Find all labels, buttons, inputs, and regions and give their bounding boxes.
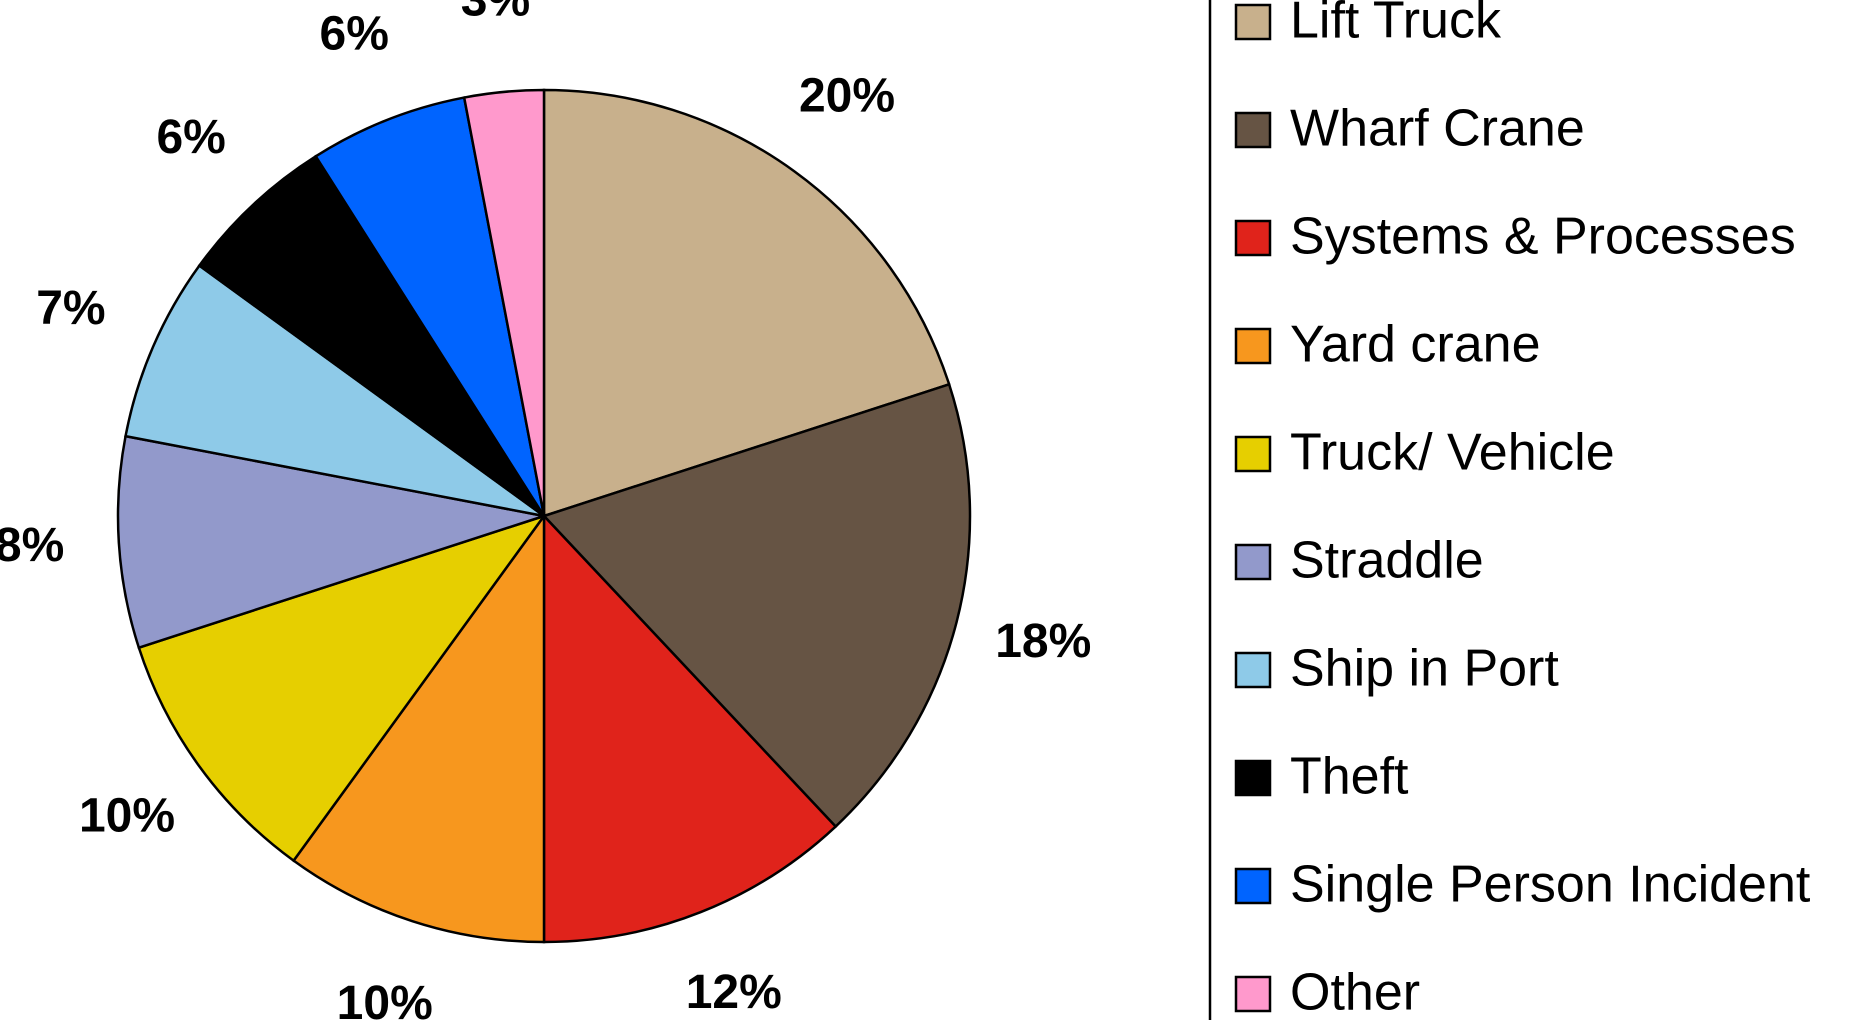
value-label: 12% xyxy=(686,966,782,1019)
pie-slice xyxy=(137,513,548,863)
pie-slice xyxy=(314,96,546,517)
value-label: 7% xyxy=(36,282,105,335)
legend-label: Lift Truck xyxy=(1290,0,1502,50)
legend-label: Ship in Port xyxy=(1290,640,1559,698)
pie-slice xyxy=(462,88,546,517)
legend-label: Other xyxy=(1290,964,1420,1020)
legend-swatch xyxy=(1234,867,1272,905)
value-label: 3% xyxy=(461,0,530,27)
legend-label: Wharf Crane xyxy=(1290,100,1585,158)
legend-label: Straddle xyxy=(1290,532,1484,590)
value-label: 8% xyxy=(0,519,64,572)
value-label: 10% xyxy=(337,977,433,1020)
legend-swatch xyxy=(1234,759,1272,797)
legend-swatch xyxy=(1234,219,1272,257)
pie-slice xyxy=(542,512,838,944)
pie-slice xyxy=(541,382,972,829)
pie-slice xyxy=(124,263,545,518)
legend-label: Theft xyxy=(1290,748,1409,806)
pie-slice xyxy=(116,434,545,650)
legend-swatch xyxy=(1234,975,1272,1013)
legend-swatch xyxy=(1234,3,1272,41)
legend-swatch xyxy=(1234,651,1272,689)
legend-swatch xyxy=(1234,543,1272,581)
legend-label: Single Person Incident xyxy=(1290,856,1811,914)
legend-label: Systems & Processes xyxy=(1290,208,1796,266)
pie-slice xyxy=(542,88,951,518)
value-label: 18% xyxy=(995,615,1091,668)
value-label: 20% xyxy=(799,70,895,123)
legend-label: Yard crane xyxy=(1290,316,1541,374)
value-label: 6% xyxy=(156,111,225,164)
legend-swatch xyxy=(1234,327,1272,365)
legend-swatch xyxy=(1234,111,1272,149)
pie-slice xyxy=(197,154,546,518)
value-label: 10% xyxy=(79,790,175,843)
pie-slice xyxy=(291,512,546,944)
legend-swatch xyxy=(1234,435,1272,473)
value-label: 6% xyxy=(320,7,389,60)
legend-label: Truck/ Vehicle xyxy=(1290,424,1615,482)
